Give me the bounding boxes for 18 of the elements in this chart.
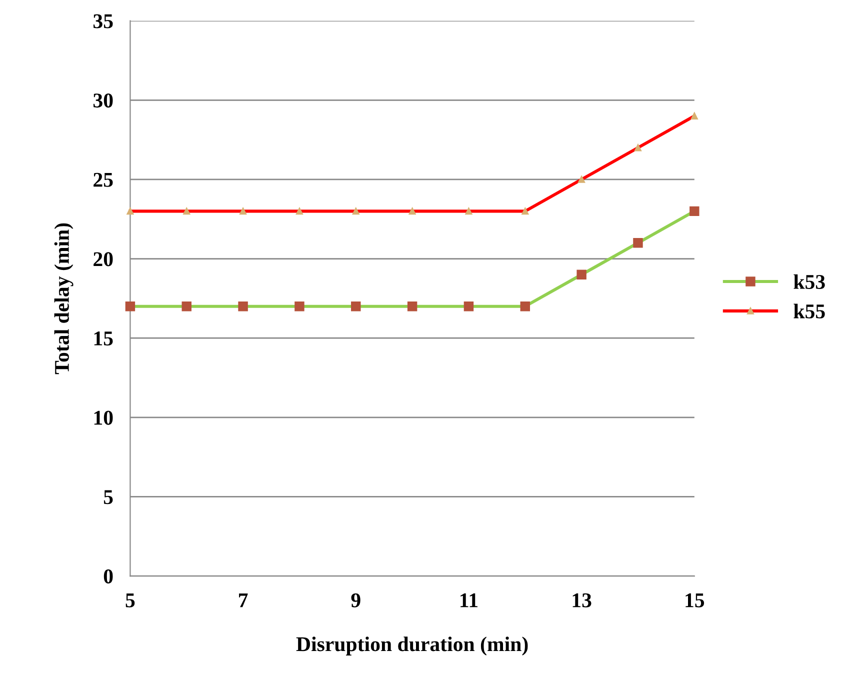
legend-label: k53 bbox=[794, 274, 825, 289]
y-tick-label: 10 bbox=[94, 410, 113, 425]
y-tick-label: 35 bbox=[93, 14, 113, 28]
x-axis-title: Disruption duration (min) bbox=[296, 636, 528, 656]
y-tick-label: 0 bbox=[104, 569, 113, 584]
y-tick-label: 25 bbox=[94, 172, 113, 187]
legend-label: k55 bbox=[794, 304, 825, 318]
y-tick-label: 30 bbox=[93, 94, 113, 108]
x-tick-label: 11 bbox=[460, 593, 478, 608]
x-tick-label: 5 bbox=[126, 594, 135, 608]
y-tick-label: 5 bbox=[104, 490, 113, 504]
y-tick-label: 20 bbox=[94, 252, 113, 266]
x-tick-label: 15 bbox=[686, 593, 704, 608]
x-tick-label: 13 bbox=[572, 593, 592, 608]
y-axis-title: Total delay (min) bbox=[54, 223, 74, 374]
x-tick-label: 7 bbox=[239, 594, 248, 608]
x-tick-label: 9 bbox=[351, 593, 360, 608]
y-tick-label: 15 bbox=[94, 332, 113, 346]
